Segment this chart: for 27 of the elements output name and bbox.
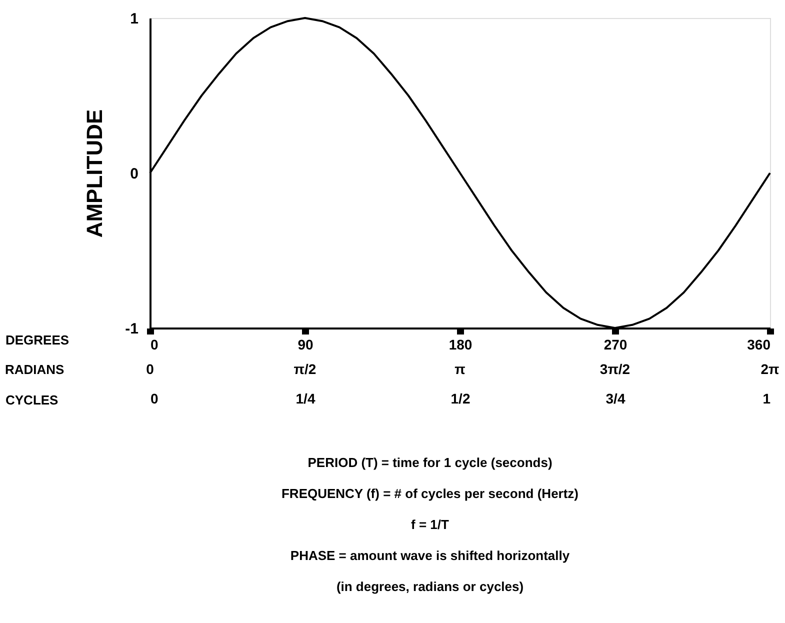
x2-tick-label: 1 (762, 390, 771, 406)
text: 2π (760, 361, 780, 377)
text: RADIANS (5, 362, 65, 377)
x2-tick-label: 1/2 (450, 390, 470, 406)
text: 0 (146, 361, 154, 377)
x-tick-label: 90 (298, 336, 314, 352)
text: π/2 (294, 361, 316, 377)
text: f = 1/T (411, 517, 450, 532)
x-tick-label: 270 (604, 336, 628, 352)
text: π (454, 361, 466, 377)
x2-axis-title: CYCLES (6, 392, 59, 408)
x2-tick-label: 0 (150, 390, 158, 406)
y-tick-label: 1 (130, 10, 138, 28)
x-tick-label: 180 (448, 336, 472, 352)
y-tick-label: 0 (130, 166, 138, 182)
y-axis-title: AMPLITUDE (82, 109, 108, 238)
text: PHASE = amount wave is shifted horizontally (290, 548, 570, 563)
y-tick-label: -1 (125, 320, 138, 338)
x-tick-label: 0 (150, 336, 158, 352)
text: FREQUENCY (f) = # of cycles per second (Hertz) (281, 486, 579, 501)
text: (in degrees, radians or cycles) (336, 579, 524, 594)
x2-tick-label: 3/4 (606, 390, 626, 406)
text: PERIOD (T) = time for 1 cycle (seconds) (308, 455, 552, 470)
x-tick-label: 360 (747, 336, 771, 352)
x-axis-title: DEGREES (6, 332, 70, 348)
x2-tick-label: 1/4 (296, 390, 316, 406)
text: 3π/2 (600, 361, 630, 377)
